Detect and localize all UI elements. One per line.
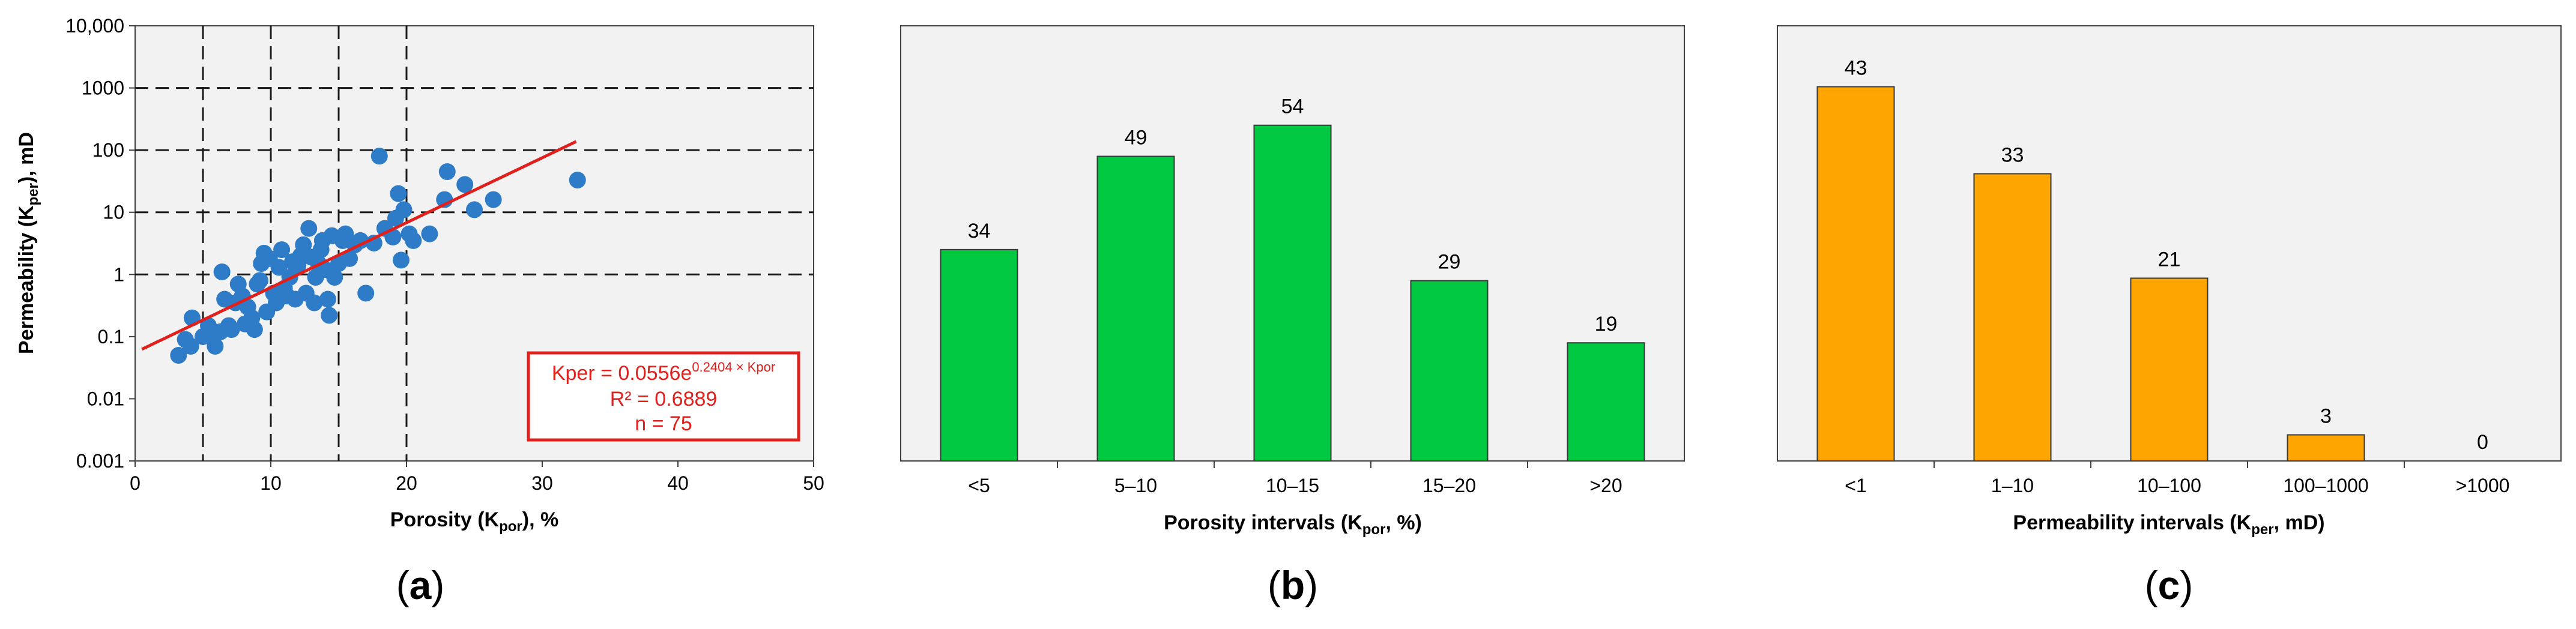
y-tick-label: 1 (113, 263, 124, 285)
porosity-bar-value-label: 19 (1595, 313, 1618, 336)
scatter-point (306, 294, 323, 311)
porosity-bar (1096, 155, 1175, 462)
porosity-bar-value-label: 49 (1125, 127, 1147, 149)
equation-line-1: Kper = 0.0556e0.2404 × Kpor (552, 360, 775, 385)
permeability-category-label: >1000 (2456, 475, 2510, 496)
scatter-point (352, 232, 369, 249)
porosity-category-label: 10–15 (1266, 475, 1319, 496)
permeability-bar (1816, 86, 1895, 462)
y-tick-label: 0.001 (76, 450, 124, 472)
scatter-point (326, 269, 343, 286)
scatter-point (300, 220, 318, 237)
x-tick-label: 30 (531, 472, 553, 494)
x-tick-label: 10 (260, 472, 282, 494)
y-tick-label: 0.01 (87, 388, 124, 409)
panel-label-c: (c) (2145, 563, 2194, 607)
scatter-point (456, 176, 474, 193)
permeability-category-label: 1–10 (1991, 475, 2034, 496)
scatter-point (213, 263, 231, 280)
x-tick-label: 40 (667, 472, 689, 494)
scatter-point (207, 337, 224, 355)
scatter-point (466, 201, 483, 218)
y-tick-label: 0.1 (98, 326, 124, 348)
porosity-category-label: <5 (968, 475, 990, 496)
permeability-bar (2130, 277, 2209, 462)
equation-box: Kper = 0.0556e0.2404 × Kpor R² = 0.6889 … (527, 351, 800, 442)
scatter-point (395, 201, 413, 218)
scatter-point (273, 241, 291, 259)
permeability-x-axis-label: Permeability intervals (Kper, mD) (2013, 511, 2324, 538)
porosity-bar (1410, 280, 1489, 462)
porosity-bar-value-label: 29 (1438, 251, 1461, 274)
porosity-category-label: 15–20 (1423, 475, 1476, 496)
porosity-bar-value-label: 54 (1281, 95, 1304, 118)
y-tick-label: 100 (92, 139, 124, 161)
scatter-point (357, 284, 375, 302)
scatter-point (251, 272, 268, 289)
porosity-category-label: >20 (1589, 475, 1622, 496)
panel-label-a: (a) (396, 563, 445, 607)
scatter-point (321, 307, 338, 324)
scatter-point (392, 251, 410, 269)
exponential-trendline (141, 140, 577, 351)
permeability-bar-value-label: 33 (2001, 144, 2024, 167)
scatter-point (569, 172, 586, 189)
porosity-bar-panel: 34 <5 49 5–10 54 10–15 29 15–20 19 >20 Porosity i… (900, 25, 1685, 607)
x-tick-label: 50 (803, 472, 824, 494)
porosity-bar-value-label: 34 (968, 220, 991, 242)
scatter-panel: 0.001 0.01 0.1 1 10 100 1000 10,000 0 10 20 30 40 50… (15, 15, 824, 607)
permeability-bar (2287, 434, 2365, 462)
porosity-bar (1253, 124, 1332, 462)
scatter-point (337, 225, 354, 242)
x-tick-label: 20 (396, 472, 417, 494)
porosity-x-axis-label: Porosity intervals (Kpor, %) (1164, 511, 1422, 538)
permeability-category-label: 100–1000 (2283, 475, 2368, 496)
x-tick-label: 0 (130, 472, 141, 494)
permeability-category-label: <1 (1845, 475, 1866, 496)
scatter-point (438, 163, 456, 181)
scatter-x-axis-label: Porosity (Kpor), % (390, 508, 558, 535)
permeability-bar (1973, 173, 2052, 462)
scatter-point (270, 259, 288, 276)
scatter-point (341, 250, 358, 267)
scatter-point (223, 321, 240, 339)
scatter-y-axis-label: Permeability (Kper), mD (15, 132, 41, 354)
permeability-category-label: 10–100 (2137, 475, 2201, 496)
permeability-bar-value-label: 3 (2320, 405, 2332, 428)
permeability-bar-value-label: 0 (2477, 431, 2488, 454)
scatter-y-ticks: 0.001 0.01 0.1 1 10 100 1000 10,000 (65, 15, 135, 472)
scatter-point (390, 185, 407, 202)
equation-line-3: n = 75 (635, 412, 692, 435)
scatter-point (182, 337, 199, 355)
y-tick-label: 10,000 (65, 15, 124, 37)
scatter-point (421, 225, 438, 242)
scatter-x-ticks: 0 10 20 30 40 50 (130, 461, 824, 494)
permeability-bars: 43 <1 33 1–10 21 10–100 3 100–1000 0 >1000 (1816, 57, 2510, 496)
porosity-bar (1567, 342, 1645, 462)
scatter-point (295, 236, 312, 253)
y-tick-label: 1000 (82, 77, 124, 99)
porosity-bar (940, 248, 1018, 462)
scatter-point (170, 347, 187, 364)
permeability-bar-value-label: 43 (1845, 57, 1867, 80)
porosity-bars: 34 <5 49 5–10 54 10–15 29 15–20 19 >20 (940, 95, 1645, 496)
scatter-point (405, 232, 422, 249)
panel-label-b: (b) (1268, 563, 1318, 607)
y-tick-label: 10 (103, 202, 124, 223)
scatter-point (370, 148, 388, 165)
permeability-bar-panel: 43 <1 33 1–10 21 10–100 3 100–1000 0 >1000 Permea… (1777, 25, 2562, 607)
permeability-bar-value-label: 21 (2158, 248, 2181, 271)
porosity-category-label: 5–10 (1114, 475, 1157, 496)
scatter-point (246, 321, 263, 339)
scatter-point (319, 290, 336, 308)
scatter-point (485, 191, 502, 208)
equation-line-2: R² = 0.6889 (610, 388, 718, 411)
